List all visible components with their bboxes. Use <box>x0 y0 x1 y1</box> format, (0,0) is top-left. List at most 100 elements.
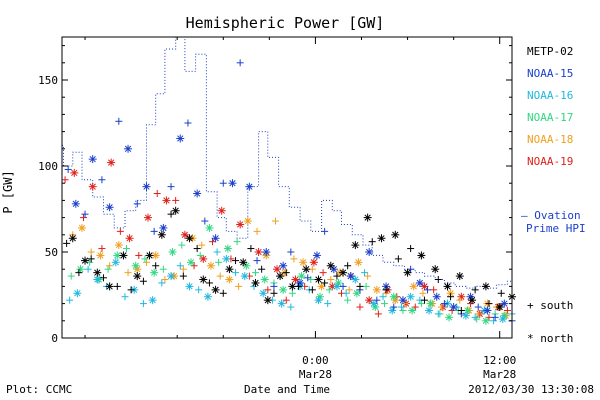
noaa-18-south-point <box>216 272 224 280</box>
noaa-15-north-point <box>245 182 254 191</box>
noaa-15-north-point <box>449 303 458 312</box>
legend-item-metp-02: METP-02 <box>527 45 573 58</box>
noaa-17-south-point <box>344 296 352 304</box>
metp-02-south-point <box>152 262 160 270</box>
noaa-19-north-point <box>144 213 153 222</box>
noaa-18-south-point <box>253 227 261 235</box>
noaa-18-north-point <box>372 285 381 294</box>
noaa-16-south-point <box>379 293 387 301</box>
metp-02-north-point <box>417 251 426 260</box>
legend-item-noaa-18: NOAA-18 <box>527 133 573 146</box>
noaa-16-north-point <box>240 272 249 281</box>
noaa-18-south-point <box>161 276 169 284</box>
noaa-15-south-point <box>81 210 89 218</box>
noaa-15-south-point <box>253 257 261 265</box>
noaa-17-south-point <box>288 289 296 297</box>
noaa-18-north-point <box>96 251 105 260</box>
metp-02-south-point <box>382 286 390 294</box>
noaa-17-north-point <box>426 299 435 308</box>
noaa-19-south-point <box>430 286 438 294</box>
noaa-17-south-point <box>381 300 389 308</box>
x-tick-label-date: Mar28 <box>299 368 332 381</box>
noaa-15-south-point <box>287 248 295 256</box>
noaa-17-north-point <box>223 244 232 253</box>
noaa-15-north-point <box>142 182 151 191</box>
noaa-18-south-point <box>87 248 95 256</box>
noaa-17-south-point <box>307 276 315 284</box>
noaa-19-north-point <box>457 292 466 301</box>
metp-02-south-point <box>368 238 376 246</box>
metp-02-south-point <box>75 269 83 277</box>
noaa-15-north-point <box>88 155 97 164</box>
noaa-15-north-point <box>176 134 185 143</box>
noaa-16-north-point <box>111 258 120 267</box>
noaa-19-south-point <box>282 296 290 304</box>
noaa-15-north-point <box>432 292 441 301</box>
noaa-19-south-point <box>374 310 382 318</box>
noaa-15-south-point <box>270 282 278 290</box>
noaa-19-north-point <box>107 158 116 167</box>
noaa-19-south-point <box>98 245 106 253</box>
metp-02-north-point <box>468 296 477 305</box>
metp-02-north-point <box>326 261 335 270</box>
noaa-17-north-point <box>408 306 417 315</box>
metp-02-north-point <box>68 234 77 243</box>
noaa-17-south-point <box>159 265 167 273</box>
noaa-19-north-point <box>88 182 97 191</box>
metp-02-south-point <box>167 210 175 218</box>
noaa-16-south-point <box>213 248 221 256</box>
noaa-18-south-point <box>456 296 464 304</box>
metp-02-south-point <box>258 265 266 273</box>
noaa-19-south-point <box>485 313 493 321</box>
noaa-15-south-point <box>133 200 141 208</box>
noaa-16-north-point <box>351 275 360 284</box>
noaa-15-south-point <box>424 286 432 294</box>
noaa-15-south-point <box>390 303 398 311</box>
metp-02-north-point <box>339 268 348 277</box>
noaa-15-north-point <box>124 144 133 153</box>
noaa-15-north-point <box>398 296 407 305</box>
noaa-15-south-point <box>236 59 244 67</box>
metp-02-south-point <box>344 262 352 270</box>
noaa-15-south-point <box>64 165 72 173</box>
metp-02-south-point <box>447 293 455 301</box>
noaa-16-south-point <box>471 313 479 321</box>
noaa-15-north-point <box>105 203 114 212</box>
noaa-17-north-point <box>389 292 398 301</box>
noaa-18-south-point <box>327 276 335 284</box>
legend-item-noaa-15: NOAA-15 <box>527 67 573 80</box>
noaa-15-north-point <box>279 261 288 270</box>
legend-item-noaa-19: NOAA-19 <box>527 155 573 168</box>
noaa-16-south-point <box>66 296 74 304</box>
noaa-16-south-point <box>84 265 92 273</box>
x-axis: 0:00Mar2812:00Mar280:00Mar2912:00Mar290:… <box>84 37 516 381</box>
noaa-17-south-point <box>233 238 241 246</box>
noaa-16-north-point <box>369 299 378 308</box>
noaa-18-south-point <box>106 262 114 270</box>
noaa-18-south-point <box>419 289 427 297</box>
footer-plot-credit: Plot: CCMC <box>6 383 72 396</box>
metp-02-north-point <box>276 272 285 281</box>
noaa-19-north-point <box>254 248 263 256</box>
noaa-15-south-point <box>150 227 158 235</box>
noaa-18-south-point <box>179 265 187 273</box>
noaa-17-north-point <box>481 316 490 325</box>
y-tick-label: 50 <box>45 246 58 259</box>
noaa-16-north-point <box>73 289 82 298</box>
noaa-16-south-point <box>324 300 332 308</box>
noaa-16-south-point <box>139 300 147 308</box>
noaa-16-south-point <box>361 269 369 277</box>
noaa-18-south-point <box>124 269 132 277</box>
noaa-15-north-point <box>211 234 220 243</box>
noaa-19-south-point <box>116 227 124 235</box>
metp-02-north-point <box>431 265 440 274</box>
metp-02-north-point <box>145 251 154 260</box>
metp-02-north-point <box>105 282 114 291</box>
noaa-15-south-point <box>304 274 312 282</box>
noaa-18-north-point <box>225 275 234 284</box>
metp-02-north-point <box>171 206 180 215</box>
noaa-16-north-point <box>167 272 176 281</box>
noaa-18-north-point <box>299 258 308 267</box>
data-points-layer <box>61 59 516 325</box>
metp-02-north-point <box>481 282 490 291</box>
